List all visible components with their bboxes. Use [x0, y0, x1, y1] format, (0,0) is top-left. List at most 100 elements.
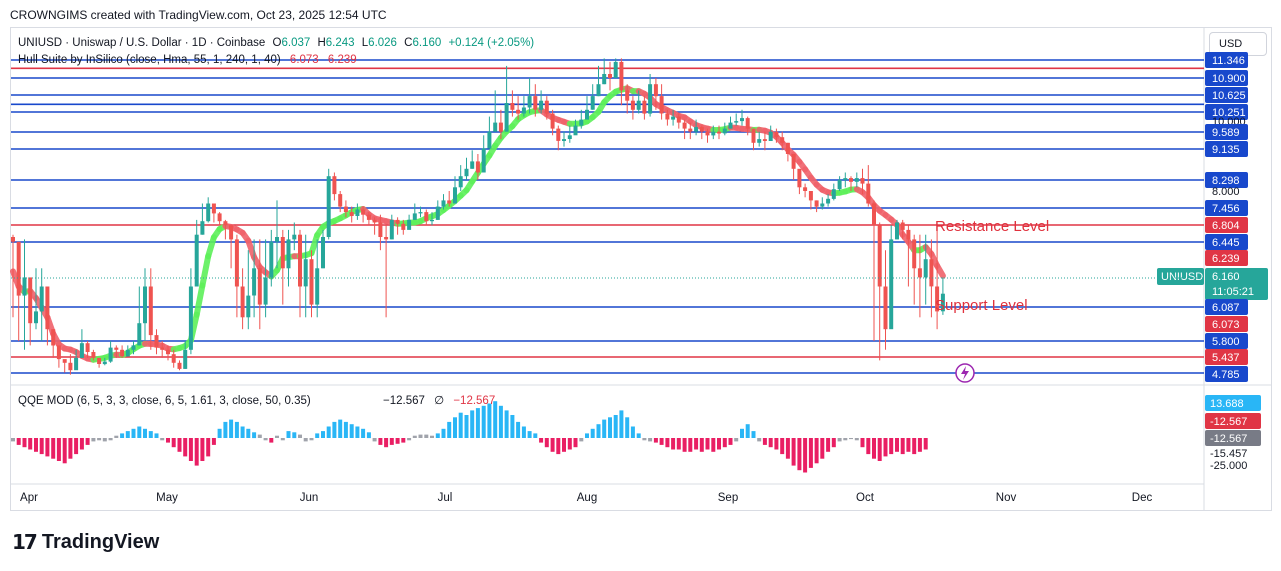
qqe-bar — [831, 438, 836, 448]
price-tag — [1205, 141, 1248, 157]
candle-body — [527, 96, 532, 108]
qqe-bar — [263, 438, 268, 441]
qqe-bar — [16, 438, 21, 445]
qqe-bar — [143, 428, 147, 438]
qqe-bar — [154, 433, 159, 438]
qqe-bar — [854, 438, 859, 441]
price-tag — [1205, 299, 1248, 315]
candle-body — [705, 131, 710, 136]
candle-body — [762, 139, 767, 141]
candle-body — [45, 286, 50, 330]
qqe-bar — [372, 438, 377, 442]
price-tag-label: 10.251 — [1212, 107, 1246, 119]
candle-body — [860, 178, 865, 184]
candle-body — [114, 347, 119, 350]
candle-body — [596, 84, 601, 97]
qqe-bar — [745, 424, 750, 438]
candle-body — [361, 209, 366, 215]
qqe-bar — [34, 438, 38, 452]
tradingview-logo[interactable]: 17 TradingView — [12, 530, 159, 554]
countdown-label: 11:05:21 — [1212, 286, 1254, 298]
qqe-bar — [120, 433, 125, 438]
candle-body — [39, 286, 44, 312]
qqe-bar — [923, 438, 928, 450]
qqe-bar — [917, 438, 922, 452]
qqe-bar — [453, 417, 457, 438]
qqe-name: QQE MOD (6, 5, 3, 3, close, 6, 5, 1.61, … — [18, 395, 311, 407]
candle-body — [435, 206, 440, 220]
candle-body — [102, 361, 107, 365]
legend-change: +0.124 (+2.05%) — [448, 37, 534, 49]
candle-body — [143, 286, 147, 324]
time-axis-label: Aug — [577, 492, 597, 504]
legend-hull-v1: 6.073 — [290, 54, 319, 66]
candle-body — [372, 219, 377, 223]
price-tag — [1205, 316, 1248, 332]
candle-body — [579, 119, 584, 126]
time-axis-label: Dec — [1132, 492, 1153, 504]
candle-body — [97, 357, 102, 364]
candle-body — [866, 183, 871, 204]
qqe-bar — [252, 432, 257, 439]
candle-body — [332, 176, 337, 195]
price-tag-label: 6.073 — [1212, 319, 1240, 331]
candle-body — [728, 122, 733, 129]
candle-body — [562, 139, 566, 141]
price-tag — [1205, 124, 1248, 140]
qqe-bar — [194, 438, 199, 466]
candle-body — [889, 239, 894, 330]
qqe-bar — [11, 438, 15, 442]
qqe-bar — [676, 438, 681, 450]
candle-body — [62, 359, 67, 363]
candle-body — [676, 116, 681, 123]
qqe-tag — [1205, 413, 1261, 429]
candle-body — [648, 84, 653, 114]
candle-body — [166, 349, 170, 355]
qqe-bar — [51, 438, 56, 459]
resistance-annotation: Resistance Level — [935, 218, 1049, 235]
qqe-bar — [751, 431, 756, 438]
candle-body — [378, 222, 383, 237]
candle-body — [717, 131, 721, 134]
candle-body — [619, 61, 624, 91]
candle-body — [740, 118, 744, 122]
candle-body — [280, 237, 285, 269]
candle-body — [791, 154, 796, 169]
qqe-bar — [797, 438, 802, 471]
candle-body — [366, 214, 371, 220]
svg-text:−12.567 ∅ −12.567: −12.567 ∅ −12.567 — [383, 395, 495, 407]
go-to-realtime-icon[interactable] — [955, 363, 975, 383]
qqe-bar — [441, 428, 446, 438]
candle-body — [877, 225, 882, 287]
qqe-axis-label: -15.457 — [1210, 448, 1247, 460]
candle-body — [229, 225, 234, 240]
candle-body — [585, 109, 589, 120]
candle-body — [785, 142, 790, 154]
candlesticks — [11, 58, 945, 375]
qqe-bar — [326, 426, 331, 438]
candle-body — [269, 241, 274, 278]
candle-body — [688, 128, 693, 132]
legend-hull-v2: 6.239 — [328, 54, 357, 66]
qqe-bar — [487, 403, 492, 438]
candle-body — [223, 221, 228, 226]
qqe-bar — [475, 408, 480, 438]
qqe-bar — [229, 419, 234, 438]
candle-body — [453, 187, 457, 204]
qqe-bar — [613, 415, 618, 438]
qqe-bar — [717, 438, 721, 450]
qqe-bar — [785, 438, 790, 459]
candle-body — [671, 116, 676, 120]
candle-body — [246, 295, 251, 318]
candle-body — [234, 239, 239, 287]
candle-body — [120, 349, 125, 357]
candle-body — [906, 229, 911, 240]
candle-body — [108, 347, 113, 362]
time-axis-label: May — [156, 492, 178, 504]
qqe-bar — [407, 438, 412, 441]
qqe-histogram — [11, 401, 928, 473]
candle-body — [590, 96, 595, 110]
qqe-bar — [573, 438, 578, 448]
qqe-bar — [171, 438, 176, 448]
